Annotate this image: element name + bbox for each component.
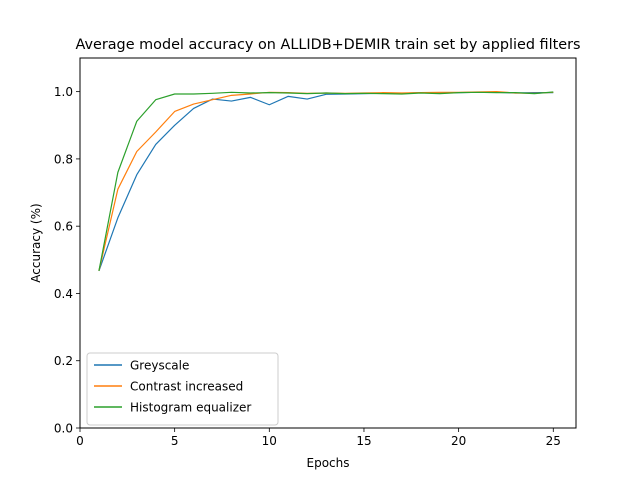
x-tick-label: 10 — [262, 434, 277, 448]
legend: Greyscale Contrast increased Histogram equ… — [86, 352, 279, 426]
legend-label-0: Greyscale — [130, 359, 189, 373]
y-tick-label: 0.0 — [54, 422, 73, 436]
legend-label-1: Contrast increased — [130, 380, 243, 394]
series-lines — [98, 91, 554, 272]
series-line-2 — [98, 91, 554, 272]
legend-label-2: Histogram equalizer — [130, 401, 251, 415]
legend-box — [86, 352, 279, 426]
y-tick-label: 0.8 — [54, 152, 73, 166]
y-tick-label: 0.6 — [54, 220, 73, 234]
x-tick-label: 5 — [171, 434, 179, 448]
y-axis-label: Accuracy (%) — [29, 203, 43, 282]
x-axis-ticks: 0 5 10 15 20 25 — [76, 428, 561, 448]
x-axis-label: Epochs — [307, 456, 350, 470]
plot-area-frame — [79, 57, 577, 429]
x-tick-label: 0 — [76, 434, 84, 448]
x-tick-label: 25 — [546, 434, 561, 448]
chart-title: Average model accuracy on ALLIDB+DEMIR t… — [75, 37, 580, 53]
x-tick-label: 15 — [356, 434, 371, 448]
y-tick-label: 0.2 — [54, 354, 73, 368]
y-axis-ticks: 0.0 0.2 0.4 0.6 0.8 1.0 — [54, 85, 80, 436]
y-tick-label: 1.0 — [54, 85, 73, 99]
x-tick-label: 20 — [451, 434, 466, 448]
y-tick-label: 0.4 — [54, 287, 73, 301]
